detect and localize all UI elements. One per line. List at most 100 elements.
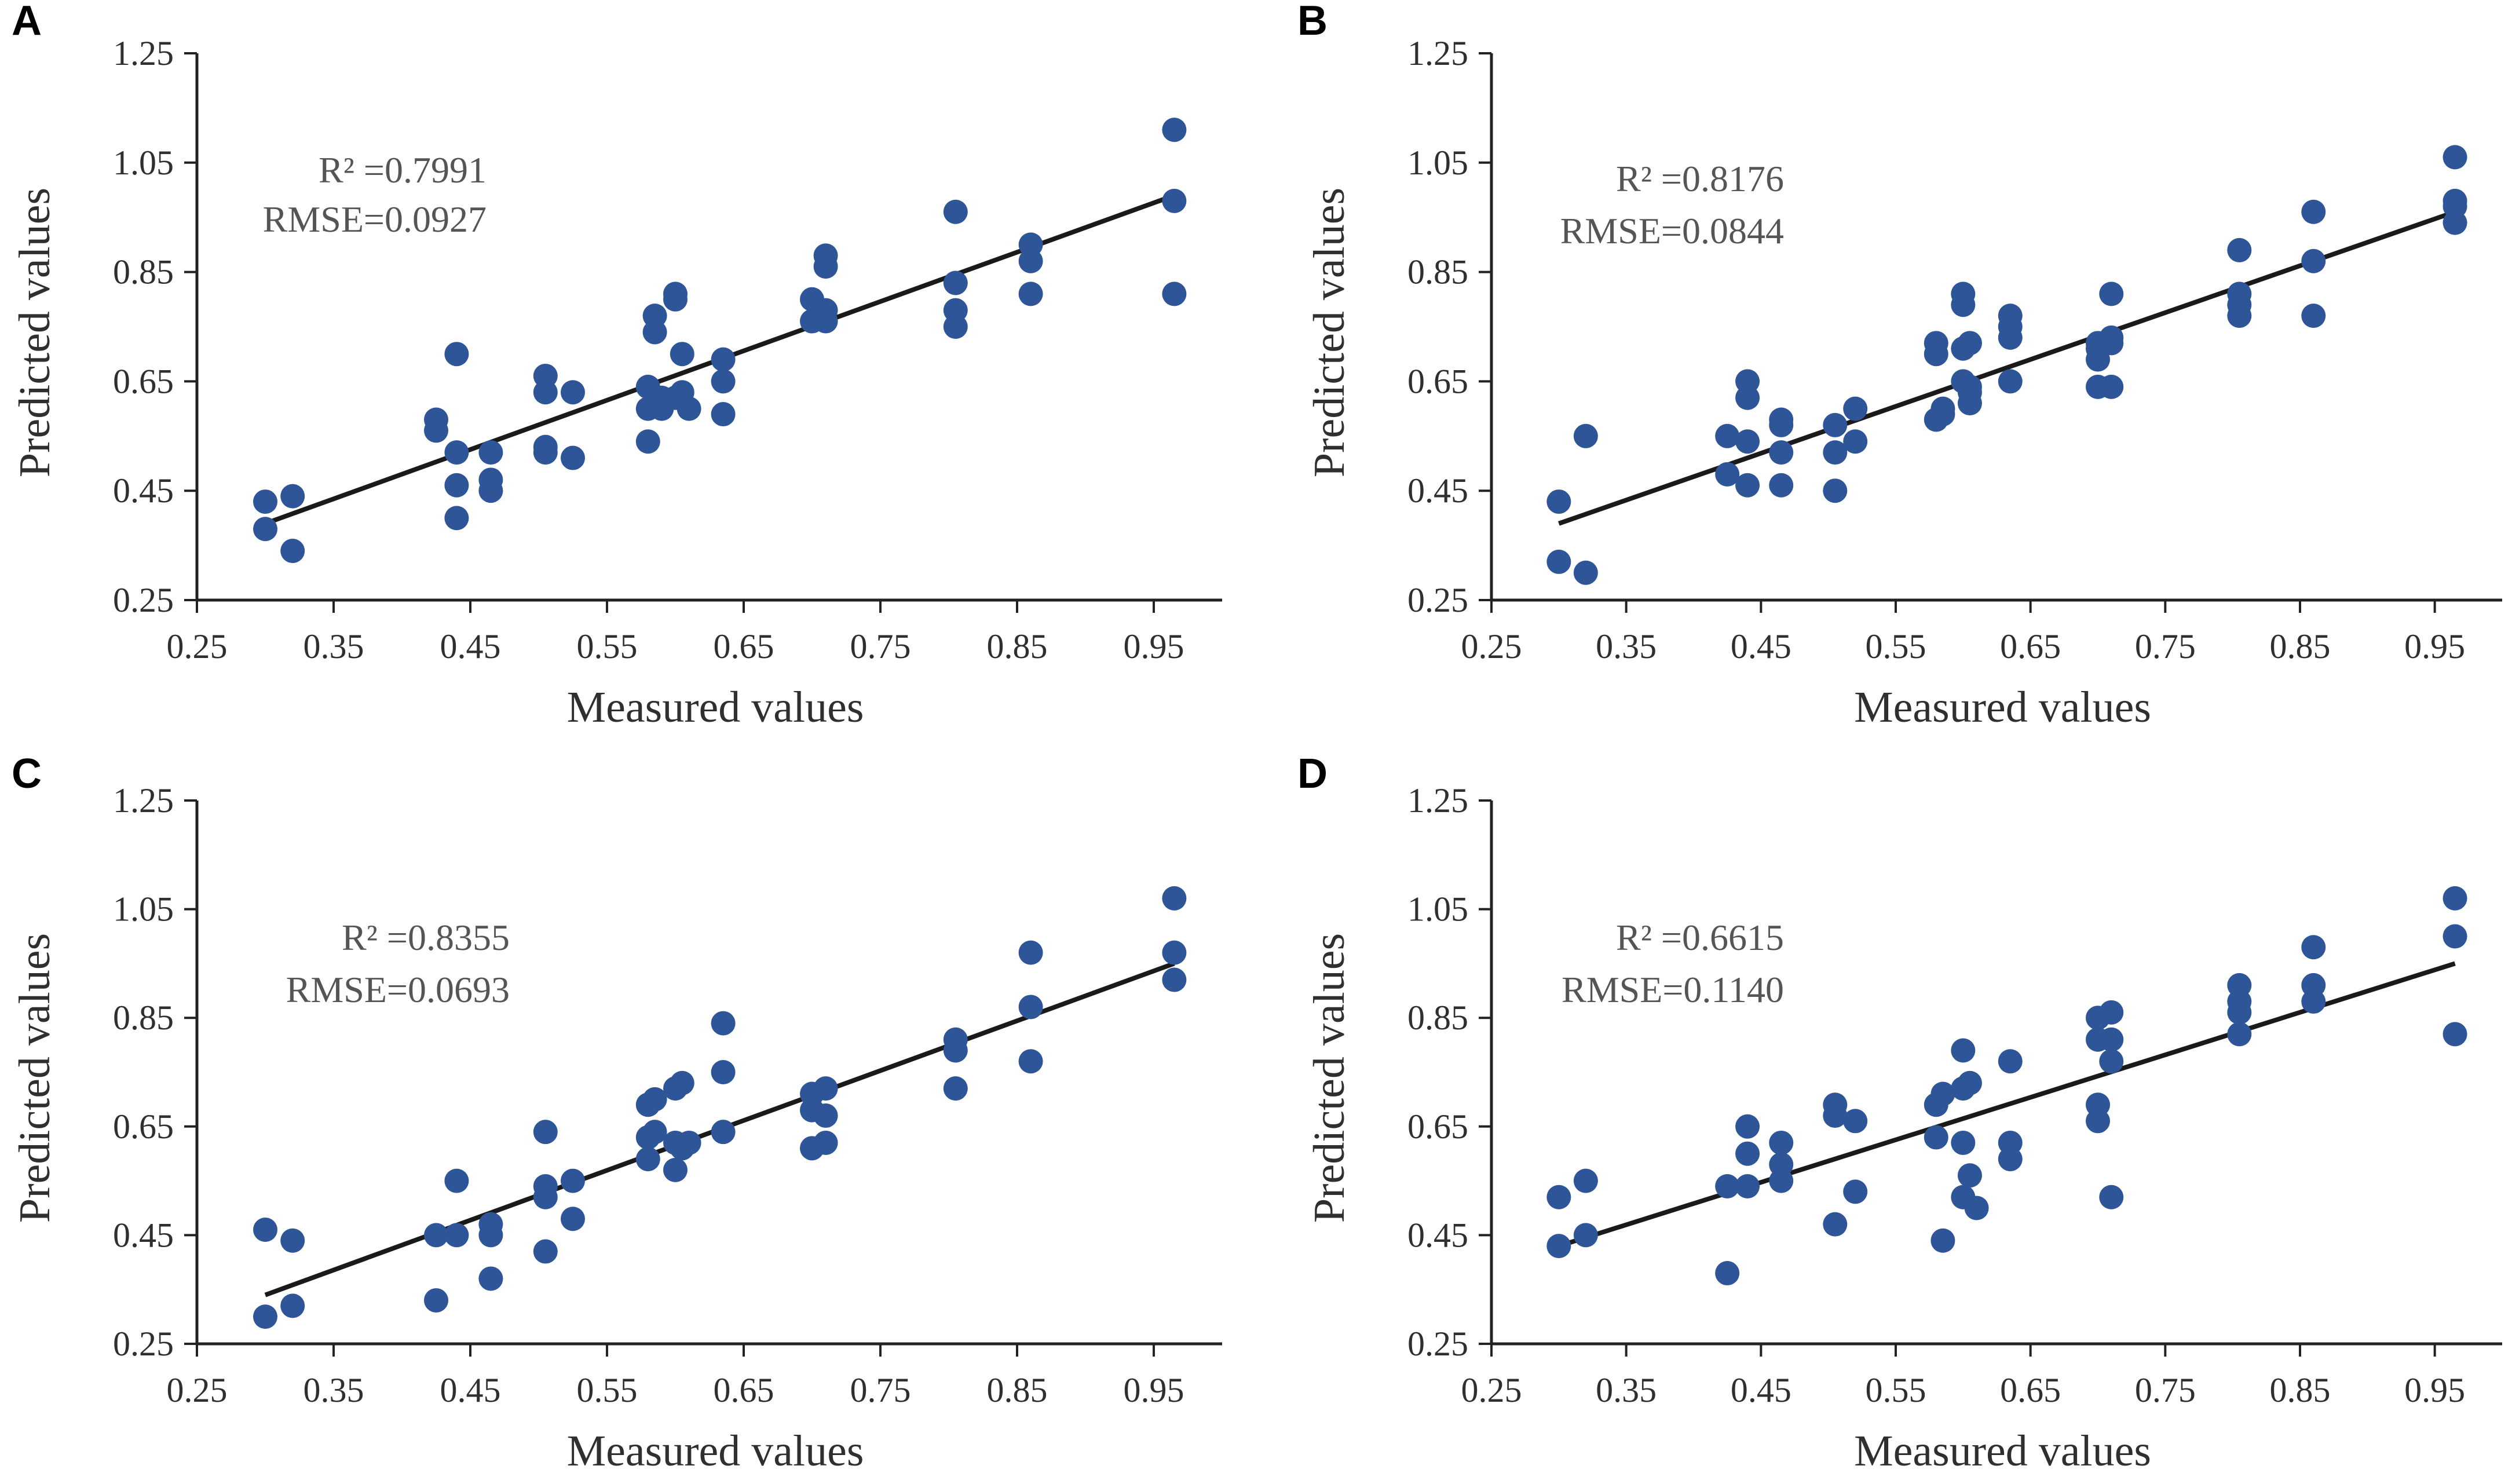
data-point [444,1168,469,1193]
x-tick-label: 0.55 [1866,1371,1926,1409]
data-point [1924,1125,1948,1150]
data-point [1018,940,1043,965]
data-point [478,478,503,503]
x-tick-label: 0.95 [1124,1371,1184,1409]
data-point [424,418,448,443]
data-point [1998,369,2023,394]
data-point [561,380,585,405]
data-point [677,396,701,421]
data-point [813,1076,838,1101]
rmse-label: RMSE=0.0844 [1560,210,1784,251]
data-point [711,1120,736,1145]
x-tick-label: 0.65 [714,627,774,666]
data-point [1843,396,1868,421]
data-point [813,1103,838,1128]
data-point [1162,886,1187,911]
data-point [1735,473,1760,498]
y-tick-label: 0.65 [113,362,174,400]
data-point [663,1157,688,1182]
y-axis-title: Predicted values [1305,188,1354,477]
y-tick-label: 0.65 [1407,362,1468,400]
data-point [1769,1168,1794,1193]
data-point [253,1218,277,1242]
y-axis-title: Predicted values [10,188,59,477]
y-tick-label: 1.25 [1407,34,1468,72]
x-tick-label: 0.55 [577,1371,638,1409]
data-point [711,402,736,427]
data-point [1957,391,1982,416]
data-point [2442,145,2467,170]
x-tick-label: 0.35 [304,627,364,666]
x-tick-label: 0.95 [1124,627,1184,666]
x-tick-label: 0.75 [2135,1371,2196,1409]
data-point [2227,237,2252,262]
data-point [444,440,469,465]
data-point [1715,1261,1740,1286]
x-tick-label: 0.45 [440,627,501,666]
data-point [711,369,736,394]
data-point [711,347,736,372]
data-point [533,1239,558,1264]
y-tick-label: 1.05 [1407,144,1468,182]
data-point [1843,1109,1868,1134]
data-point [1930,1081,1955,1106]
data-point [2442,210,2467,235]
x-tick-label: 0.85 [2270,1371,2331,1409]
data-point [1998,1147,2023,1172]
data-point [1546,1234,1571,1259]
data-point [1957,331,1982,356]
data-point [533,1120,558,1145]
data-point [280,539,305,564]
rmse-label: RMSE=0.1140 [1562,969,1784,1010]
data-point [253,489,277,514]
data-point [1735,385,1760,410]
data-point [2099,1185,2124,1209]
data-point [1735,1174,1760,1198]
panel-a: A 0.25 0.45 0.65 0.85 1.05 1.25 0.25 0.35 0.45 0.5… [10,0,1222,732]
y-tick-label: 0.85 [113,253,174,291]
data-point [1162,118,1187,142]
data-point [1951,1038,1976,1063]
x-tick-label: 0.25 [1461,627,1522,666]
data-point [1769,412,1794,437]
data-point [280,1228,305,1253]
data-point [1930,402,1955,427]
x-tick-label: 0.75 [850,627,911,666]
data-point [943,199,968,224]
rmse-label: RMSE=0.0693 [286,969,510,1010]
data-point [1735,429,1760,454]
data-point [1573,560,1598,585]
data-point [1957,1070,1982,1095]
data-point [1162,188,1187,213]
r-squared-label: R² =0.6615 [1616,917,1784,958]
data-point [2301,989,2326,1014]
data-point [280,1293,305,1318]
data-point [1162,967,1187,992]
data-point [2301,248,2326,273]
data-point [813,1130,838,1155]
y-tick-label: 0.85 [113,999,174,1037]
data-point [642,1120,667,1145]
data-point [478,1223,503,1248]
y-tick-label: 0.45 [1407,1216,1468,1254]
data-point [561,1168,585,1193]
data-point [1735,1141,1760,1166]
y-tick-label: 1.25 [113,34,174,72]
x-axis-title: Measured values [1854,683,2151,732]
y-tick-label: 0.85 [1407,999,1468,1037]
data-point [280,484,305,509]
data-point [1573,1168,1598,1193]
x-tick-label: 0.75 [2135,627,2196,666]
x-tick-label: 0.85 [2270,627,2331,666]
data-point [2227,1000,2252,1025]
data-point [2442,886,2467,911]
panel-b: B 0.25 0.45 0.65 0.85 1.05 1.25 0.25 0.35 0.45 0.5… [1297,0,2502,732]
data-point [1998,1049,2023,1074]
x-tick-label: 0.65 [2000,1371,2061,1409]
data-point [533,440,558,465]
data-point [1823,440,1848,465]
panel-d: D 0.25 0.45 0.65 0.85 1.05 1.25 0.25 0.35 0.45 0.5… [1297,751,2502,1475]
data-point [533,380,558,405]
x-tick-label: 0.25 [167,627,228,666]
